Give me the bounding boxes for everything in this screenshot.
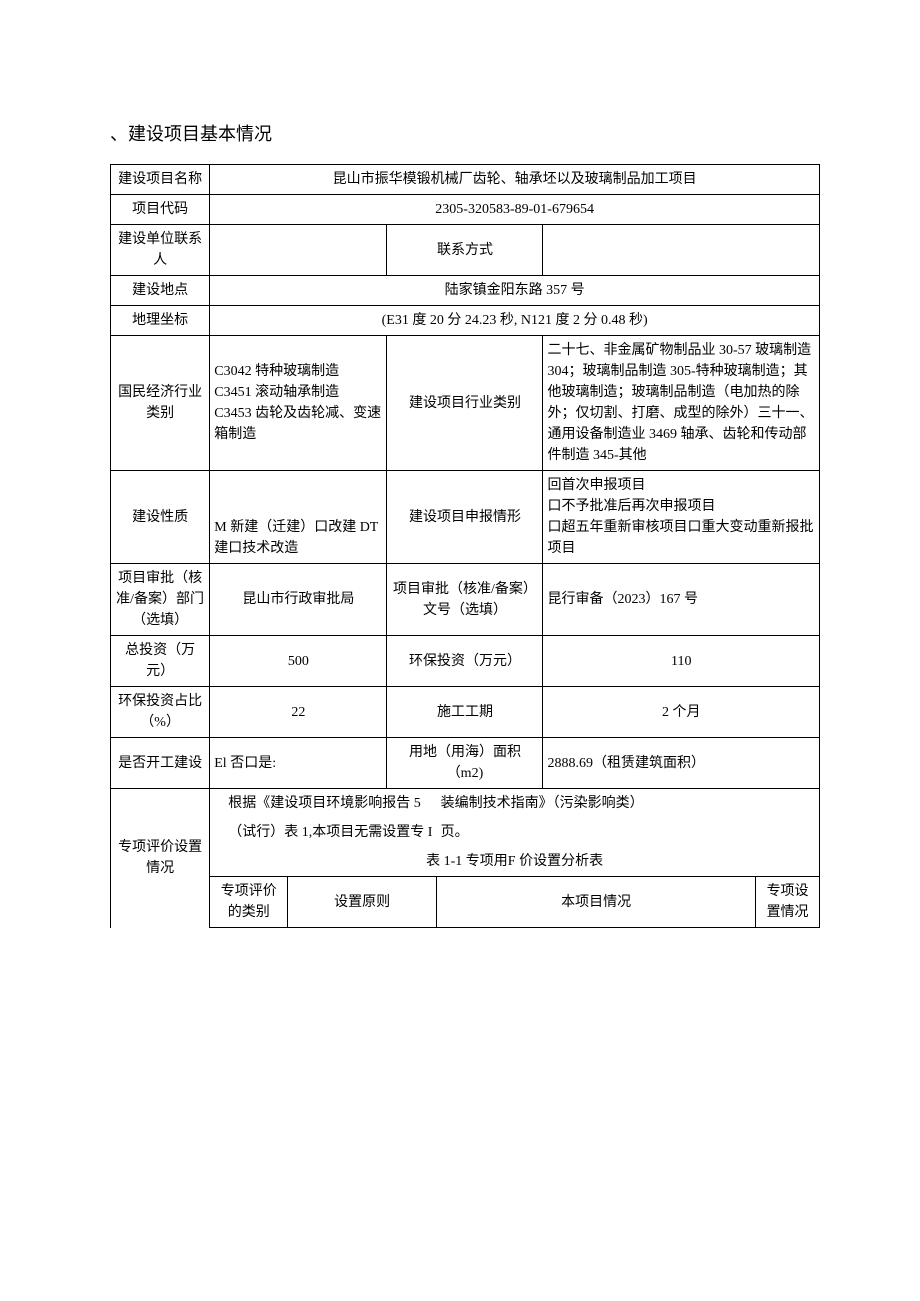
row-invest: 总投资（万元） 500 环保投资（万元） 110 xyxy=(111,636,820,687)
value-land: 2888.69（租赁建筑面积） xyxy=(543,738,820,789)
inner-h3: 本项目情况 xyxy=(437,877,756,928)
value-special-table-title: 表 1-1 专项用F 价设置分析表 xyxy=(210,847,820,877)
label-project-name: 建设项目名称 xyxy=(111,165,210,195)
row-build-type: 建设性质 M 新建（迁建）口改建 DT 建口技术改造 建设项目申报情形 回首次申… xyxy=(111,471,820,564)
row-location: 建设地点 陆家镇金阳东路 357 号 xyxy=(111,276,820,306)
value-declare: 回首次申报项目 口不予批准后再次申报项目 口超五年重新审核项目口重大变动重新报批… xyxy=(543,471,820,564)
label-contact-method: 联系方式 xyxy=(387,225,543,276)
value-period: 2 个月 xyxy=(543,687,820,738)
row-started: 是否开工建设 El 否口是: 用地（用海）面积（m2) 2888.69（租赁建筑… xyxy=(111,738,820,789)
label-land: 用地（用海）面积（m2) xyxy=(387,738,543,789)
value-special-intro2: 装编制技术指南》（污染影响类） xyxy=(437,789,820,819)
section-title: 、建设项目基本情况 xyxy=(110,120,820,146)
row-ratio: 环保投资占比（%） 22 施工工期 2 个月 xyxy=(111,687,820,738)
label-period: 施工工期 xyxy=(387,687,543,738)
label-build-type: 建设性质 xyxy=(111,471,210,564)
label-geo: 地理坐标 xyxy=(111,306,210,336)
row-geo: 地理坐标 (E31 度 20 分 24.23 秒, N121 度 2 分 0.4… xyxy=(111,306,820,336)
inner-h1: 专项评价的类别 xyxy=(210,877,288,928)
inner-h2: 设置原则 xyxy=(288,877,437,928)
label-location: 建设地点 xyxy=(111,276,210,306)
label-total-invest: 总投资（万元） xyxy=(111,636,210,687)
value-industry-code: C3042 特种玻璃制造 C3451 滚动轴承制造 C3453 齿轮及齿轮减、变… xyxy=(210,336,387,471)
label-env-invest: 环保投资（万元） xyxy=(387,636,543,687)
value-location: 陆家镇金阳东路 357 号 xyxy=(210,276,820,306)
value-approval-dept: 昆山市行政审批局 xyxy=(210,564,387,636)
row-special-inner-header: 专项评价的类别 设置原则 本项目情况 专项设置情况 xyxy=(111,877,820,928)
value-contact-method xyxy=(543,225,820,276)
label-declare: 建设项目申报情形 xyxy=(387,471,543,564)
row-project-code: 项目代码 2305-320583-89-01-679654 xyxy=(111,195,820,225)
label-project-code: 项目代码 xyxy=(111,195,210,225)
value-special-intro4: 页。 xyxy=(437,818,820,847)
row-special-intro-1: 专项评价设置情况 根据《建设项目环境影响报告 5 装编制技术指南》（污染影响类） xyxy=(111,789,820,819)
value-geo: (E31 度 20 分 24.23 秒, N121 度 2 分 0.48 秒) xyxy=(210,306,820,336)
label-approval-dept: 项目审批（核准/备案）部门（选填） xyxy=(111,564,210,636)
value-special-intro1: 根据《建设项目环境影响报告 5 xyxy=(210,789,437,819)
label-industry: 国民经济行业类别 xyxy=(111,336,210,471)
row-contact: 建设单位联系人 联系方式 xyxy=(111,225,820,276)
value-total-invest: 500 xyxy=(210,636,387,687)
row-project-name: 建设项目名称 昆山市振华模锻机械厂齿轮、轴承坯以及玻璃制品加工项目 xyxy=(111,165,820,195)
label-contact: 建设单位联系人 xyxy=(111,225,210,276)
value-approval-no: 昆行审备（2023）167 号 xyxy=(543,564,820,636)
value-project-code: 2305-320583-89-01-679654 xyxy=(210,195,820,225)
inner-h4: 专项设置情况 xyxy=(756,877,820,928)
main-table: 建设项目名称 昆山市振华模锻机械厂齿轮、轴承坯以及玻璃制品加工项目 项目代码 2… xyxy=(110,164,820,928)
value-build-type: M 新建（迁建）口改建 DT 建口技术改造 xyxy=(210,471,387,564)
label-industry-cat: 建设项目行业类别 xyxy=(387,336,543,471)
value-env-ratio: 22 xyxy=(210,687,387,738)
label-started: 是否开工建设 xyxy=(111,738,210,789)
value-project-name: 昆山市振华模锻机械厂齿轮、轴承坯以及玻璃制品加工项目 xyxy=(210,165,820,195)
label-env-ratio: 环保投资占比（%） xyxy=(111,687,210,738)
value-special-intro3: （试行）表 1,本项目无需设置专 I xyxy=(210,818,437,847)
row-industry: 国民经济行业类别 C3042 特种玻璃制造 C3451 滚动轴承制造 C3453… xyxy=(111,336,820,471)
row-special-intro-2: （试行）表 1,本项目无需设置专 I 页。 xyxy=(111,818,820,847)
page: 、建设项目基本情况 建设项目名称 昆山市振华模锻机械厂齿轮、轴承坯以及玻璃制品加… xyxy=(0,0,920,968)
row-approval: 项目审批（核准/备案）部门（选填） 昆山市行政审批局 项目审批（核准/备案）文号… xyxy=(111,564,820,636)
row-special-table-title: 表 1-1 专项用F 价设置分析表 xyxy=(111,847,820,877)
value-started: El 否口是: xyxy=(210,738,387,789)
value-env-invest: 110 xyxy=(543,636,820,687)
label-approval-no: 项目审批（核准/备案）文号（选填） xyxy=(387,564,543,636)
value-industry-cat: 二十七、非金属矿物制品业 30-57 玻璃制造 304；玻璃制品制造 305-特… xyxy=(543,336,820,471)
value-contact xyxy=(210,225,387,276)
label-special: 专项评价设置情况 xyxy=(111,789,210,928)
